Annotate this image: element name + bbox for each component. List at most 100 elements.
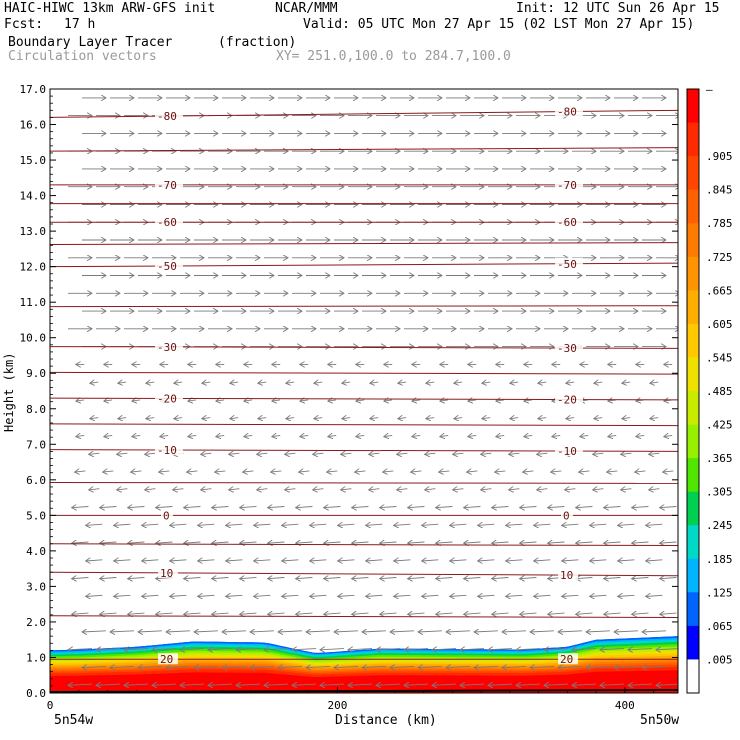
circulation-vector bbox=[510, 418, 519, 419]
circulation-vector bbox=[572, 649, 597, 650]
circulation-vector bbox=[201, 489, 212, 490]
y-tick-label: 4.0 bbox=[26, 545, 46, 558]
circulation-vector bbox=[180, 649, 205, 650]
circulation-vector bbox=[236, 649, 261, 650]
circulation-vector bbox=[608, 435, 617, 436]
circulation-vector bbox=[412, 435, 421, 436]
colorbar-segment bbox=[687, 558, 699, 593]
circulation-vector bbox=[286, 418, 295, 419]
circulation-vector bbox=[411, 471, 422, 472]
circulation-vector bbox=[250, 631, 275, 632]
circulation-vector bbox=[282, 524, 299, 525]
circulation-vector bbox=[468, 400, 477, 401]
y-tick-label: 14.0 bbox=[20, 190, 47, 203]
circulation-vector bbox=[594, 382, 603, 383]
colorbar-segment bbox=[687, 189, 699, 224]
circulation-vector bbox=[226, 595, 243, 596]
circulation-vector bbox=[68, 649, 93, 650]
circulation-vector bbox=[310, 595, 327, 596]
colorbar-segment bbox=[687, 458, 699, 493]
circulation-vector bbox=[278, 631, 303, 632]
circulation-vector bbox=[544, 649, 569, 650]
circulation-vector bbox=[117, 489, 128, 490]
circulation-vector bbox=[184, 613, 201, 614]
circulation-vector bbox=[481, 453, 492, 454]
circulation-vector bbox=[110, 666, 135, 667]
circulation-vector bbox=[201, 453, 212, 454]
circulation-vector bbox=[296, 542, 313, 543]
circulation-vector bbox=[635, 471, 646, 472]
circulation-vector bbox=[324, 542, 341, 543]
circulation-vector bbox=[244, 435, 253, 436]
circulation-vector bbox=[376, 684, 401, 685]
circulation-vector bbox=[590, 560, 607, 561]
circulation-vector bbox=[362, 631, 387, 632]
circulation-vector bbox=[425, 453, 436, 454]
circulation-vector bbox=[562, 560, 579, 561]
circulation-vector bbox=[299, 471, 310, 472]
circulation-vector bbox=[268, 613, 285, 614]
contour-label: -10 bbox=[557, 445, 577, 458]
circulation-vector bbox=[240, 507, 257, 508]
circulation-vector bbox=[642, 631, 667, 632]
circulation-vector bbox=[436, 578, 453, 579]
circulation-vector bbox=[488, 684, 513, 685]
circulation-vector bbox=[576, 578, 593, 579]
circulation-vector bbox=[614, 631, 639, 632]
circulation-vector bbox=[90, 418, 99, 419]
circulation-vector bbox=[128, 613, 145, 614]
circulation-vector bbox=[422, 560, 439, 561]
circulation-vector bbox=[86, 524, 103, 525]
circulation-vector bbox=[174, 382, 183, 383]
contour-label: -70 bbox=[557, 179, 577, 192]
temperature-contour-line bbox=[50, 371, 678, 375]
circulation-vector bbox=[142, 524, 159, 525]
y-tick-label: 11.0 bbox=[20, 296, 47, 309]
field-name: Boundary Layer Tracer bbox=[8, 35, 173, 50]
circulation-vector bbox=[524, 400, 533, 401]
circulation-vector bbox=[216, 400, 225, 401]
circulation-vector bbox=[436, 542, 453, 543]
contour-label-bg bbox=[558, 653, 578, 665]
circulation-vector bbox=[481, 489, 492, 490]
colorbar-segment bbox=[687, 156, 699, 191]
circulation-vector bbox=[509, 489, 520, 490]
circulation-vector bbox=[152, 649, 177, 650]
circulation-vector bbox=[530, 666, 555, 667]
init-time: Init: 12 UTC Sun 26 Apr 15 bbox=[516, 1, 720, 16]
contour-label-bg bbox=[155, 443, 183, 455]
circulation-vector bbox=[184, 542, 201, 543]
circulation-vector bbox=[96, 684, 121, 685]
circulation-vector bbox=[398, 418, 407, 419]
circulation-vector bbox=[450, 560, 467, 561]
contour-label: -20 bbox=[157, 392, 177, 405]
circulation-vector bbox=[478, 560, 495, 561]
vectors-label: Circulation vectors bbox=[8, 49, 157, 64]
circulation-vector bbox=[257, 489, 268, 490]
xy-range: XY= 251.0,100.0 to 284.7,100.0 bbox=[276, 49, 511, 64]
circulation-vector bbox=[632, 578, 649, 579]
circulation-vector bbox=[454, 382, 463, 383]
circulation-vector bbox=[464, 542, 481, 543]
circulation-vector bbox=[622, 382, 631, 383]
colorbar-segment bbox=[687, 323, 699, 358]
circulation-vector bbox=[160, 435, 169, 436]
circulation-vector bbox=[240, 542, 257, 543]
circulation-vector bbox=[258, 382, 267, 383]
x-end-label-left: 5n54w bbox=[54, 713, 93, 728]
circulation-vector bbox=[380, 578, 397, 579]
circulation-vector bbox=[100, 578, 117, 579]
circulation-vector bbox=[146, 418, 155, 419]
plot-frame bbox=[49, 88, 679, 694]
circulation-vector bbox=[460, 684, 485, 685]
circulation-vector bbox=[104, 435, 113, 436]
circulation-vector bbox=[604, 613, 621, 614]
y-axis-label: Height (km) bbox=[2, 353, 16, 432]
colorbar-label: .725 bbox=[706, 251, 733, 264]
circulation-vector bbox=[264, 649, 289, 650]
circulation-vector bbox=[324, 613, 341, 614]
circulation-vector bbox=[520, 578, 537, 579]
circulation-vector bbox=[348, 684, 373, 685]
circulation-vector bbox=[590, 524, 607, 525]
contour-label-bg bbox=[561, 509, 573, 521]
